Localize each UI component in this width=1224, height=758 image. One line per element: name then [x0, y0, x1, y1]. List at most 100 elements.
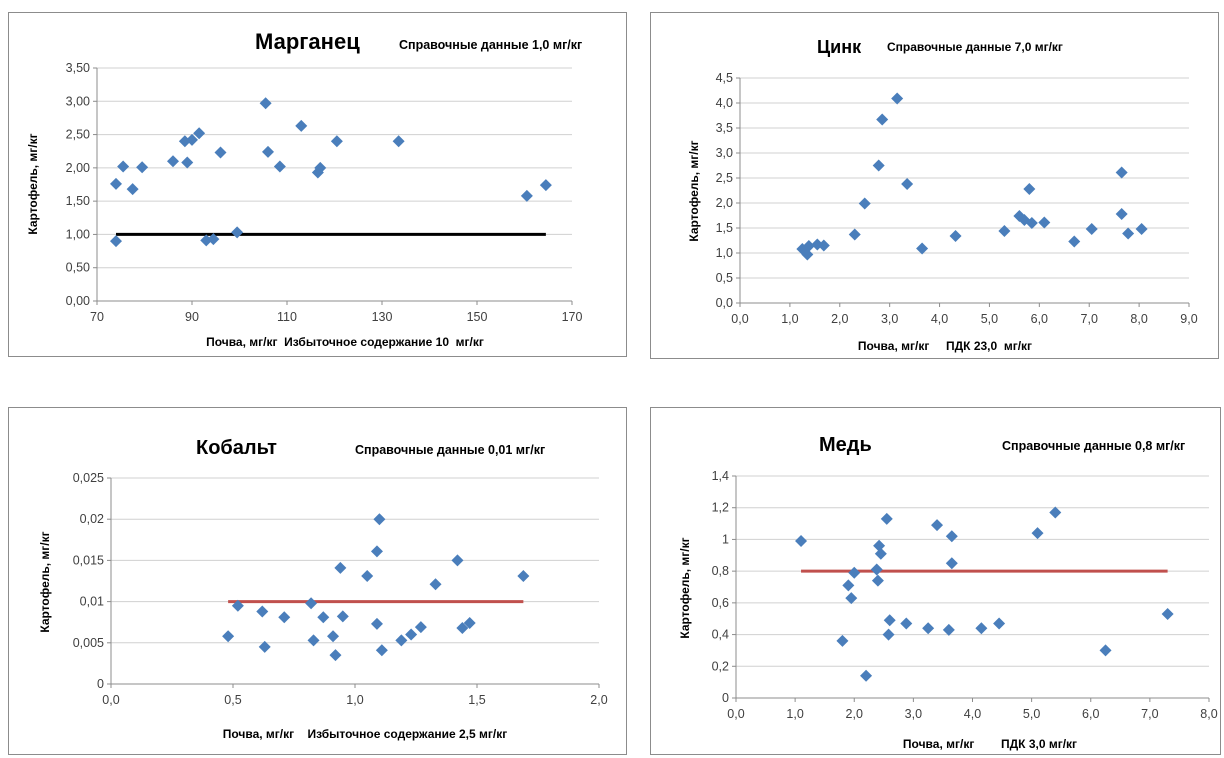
y-tick-label: 1,0 [716, 246, 733, 260]
x-tick-label: 1,0 [781, 312, 798, 326]
data-point [517, 570, 530, 583]
x-axis-label: Почва, мг/кг Избыточное содержание 10 мг… [206, 335, 484, 349]
data-point [873, 539, 886, 552]
x-tick-label: 170 [562, 310, 583, 324]
x-tick-label: 1,0 [346, 693, 363, 707]
data-point [405, 628, 418, 641]
data-point [1068, 235, 1081, 248]
x-tick-label: 70 [90, 310, 104, 324]
y-tick-label: 4,0 [716, 96, 733, 110]
y-tick-label: 0,50 [66, 261, 90, 275]
data-point [392, 135, 405, 148]
y-tick-label: 0,02 [80, 512, 104, 526]
data-point [1085, 223, 1098, 235]
data-point [1122, 227, 1135, 240]
x-tick-label: 110 [277, 310, 297, 324]
chart-manganese: 0,00 0,50 1,00 1,50 2,00 2,50 3,00 3,50 70 90 110 1… [26, 29, 583, 349]
data-point [931, 519, 944, 532]
data-point [993, 617, 1006, 630]
data-point [258, 640, 271, 653]
y-tick-label: 0,005 [73, 636, 104, 650]
data-point [882, 628, 895, 641]
y-tick-label: 1 [722, 532, 729, 546]
x-tick-label: 3,0 [881, 312, 898, 326]
data-point [539, 179, 552, 192]
chart-panel-cobalt: 0 0,005 0,01 0,015 0,02 0,025 0,0 0,5 1,0 1,5 2,0 К… [8, 407, 627, 755]
data-point [307, 634, 320, 647]
x-tick-label: 6,0 [1031, 312, 1048, 326]
chart-panel-zinc: 0,0 0,5 1,0 1,5 2,0 2,5 3,0 3,5 4,0 4,5 0,0 1,0 2,0 3… [650, 12, 1219, 359]
data-point [1038, 216, 1051, 229]
x-tick-label: 1,0 [786, 707, 803, 721]
x-tick-label: 7,0 [1141, 707, 1158, 721]
data-point [945, 530, 958, 543]
data-point [222, 630, 235, 643]
data-point [327, 630, 340, 643]
data-point [207, 233, 220, 246]
x-tick-label: 130 [372, 310, 393, 324]
data-point [874, 547, 887, 560]
data-point [520, 189, 533, 202]
y-tick-label: 0,015 [73, 553, 104, 567]
data-point [336, 610, 349, 623]
data-point [922, 622, 935, 635]
data-point [916, 242, 929, 255]
reference-note: Справочные данные 0,01 мг/кг [355, 443, 545, 457]
data-point [801, 248, 814, 261]
x-tick-label: 0,5 [224, 693, 241, 707]
data-point [1018, 214, 1031, 226]
data-point [817, 239, 830, 252]
y-tick-label: 1,50 [66, 194, 90, 208]
y-tick-label: 0,6 [712, 596, 729, 610]
data-point [848, 566, 861, 579]
x-tick-label: 9,0 [1180, 312, 1197, 326]
data-point [1023, 183, 1036, 195]
data-point [880, 512, 893, 525]
reference-note: Справочные данные 7,0 мг/кг [887, 40, 1063, 54]
data-point [836, 634, 849, 647]
x-tick-label: 5,0 [981, 312, 998, 326]
x-tick-label: 0,0 [731, 312, 748, 326]
data-point [314, 161, 327, 174]
data-point [1031, 527, 1044, 540]
data-point [414, 621, 427, 634]
chart-cobalt: 0 0,005 0,01 0,015 0,02 0,025 0,0 0,5 1,0 1,5 2,0 К… [38, 437, 608, 741]
data-point [214, 146, 227, 159]
data-point [883, 614, 896, 627]
x-tick-label: 0,0 [727, 707, 744, 721]
chart-title: Цинк [817, 37, 862, 57]
data-point [891, 92, 904, 105]
y-tick-label: 1,2 [712, 501, 729, 515]
data-point [256, 605, 269, 618]
y-tick-label: 3,50 [66, 61, 90, 75]
data-point [259, 97, 272, 110]
data-point [373, 513, 386, 526]
data-point [273, 160, 286, 173]
x-tick-label: 7,0 [1081, 312, 1098, 326]
data-point [876, 113, 889, 126]
data-point [110, 235, 122, 248]
data-point [870, 563, 883, 576]
data-point [848, 228, 861, 241]
data-point [860, 669, 873, 682]
y-tick-label: 0,8 [712, 564, 729, 578]
x-tick-label: 1,5 [468, 693, 485, 707]
chart-copper: 0 0,2 0,4 0,6 0,8 1 1,2 1,4 0,0 1,0 2,0 3,0 4,0 5,0 6,… [678, 434, 1218, 751]
data-point [231, 226, 244, 239]
y-tick-label: 1,5 [716, 221, 733, 235]
x-tick-label: 5,0 [1023, 707, 1040, 721]
x-tick-label: 8,0 [1130, 312, 1147, 326]
data-point [395, 634, 408, 647]
data-point [317, 611, 330, 624]
y-axis-label: Картофель, мг/кг [38, 531, 52, 632]
data-point [872, 159, 885, 172]
chart-title: Марганец [255, 29, 360, 54]
y-tick-label: 0 [97, 677, 104, 691]
data-point [1013, 210, 1026, 222]
data-point [278, 611, 291, 624]
data-point [463, 617, 476, 630]
data-point [136, 161, 149, 174]
chart-title: Кобальт [196, 437, 277, 459]
x-tick-label: 0,0 [102, 693, 119, 707]
y-tick-label: 1,4 [712, 469, 729, 483]
